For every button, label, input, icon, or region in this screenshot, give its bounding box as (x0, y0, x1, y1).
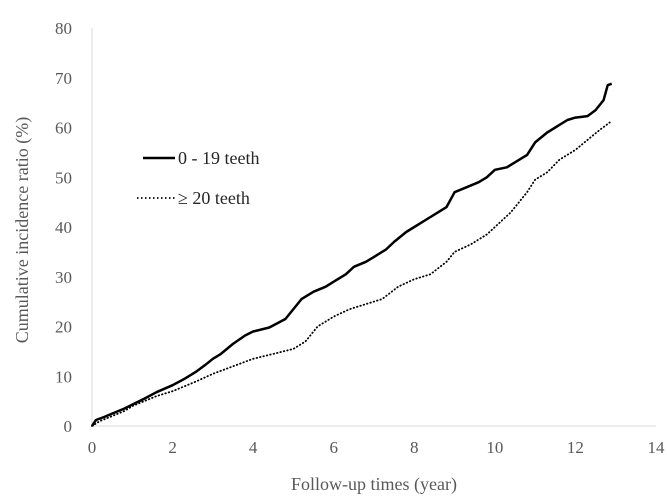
y-tick-label: 20 (55, 318, 72, 337)
legend-label-0-19-teeth: 0 - 19 teeth (178, 148, 259, 168)
x-tick-label: 14 (648, 438, 666, 457)
series-line-20-teeth (91, 121, 611, 427)
x-tick-label: 0 (88, 438, 97, 457)
x-tick-label: 10 (486, 438, 503, 457)
y-tick-label: 10 (55, 367, 72, 386)
y-tick-label: 40 (55, 218, 72, 237)
legend: 0 - 19 teeth ≥ 20 teeth (137, 148, 259, 208)
x-axis-title: Follow-up times (year) (291, 474, 457, 495)
x-tick-label: 2 (168, 438, 177, 457)
y-tick-label: 50 (55, 168, 72, 187)
y-tick-label: 60 (55, 119, 72, 138)
y-tick-label: 80 (55, 19, 72, 38)
x-tick-label: 6 (329, 438, 338, 457)
x-tick-label: 12 (567, 438, 584, 457)
y-tick-labels: 0 10 20 30 40 50 60 70 80 (55, 19, 72, 436)
series-lines (90, 82, 613, 427)
x-tick-labels: 0 2 4 6 8 10 12 14 (88, 438, 665, 457)
series-line-0-19-teeth (90, 82, 613, 427)
y-tick-label: 70 (55, 69, 72, 88)
y-tick-label: 0 (64, 417, 73, 436)
legend-label-20-teeth: ≥ 20 teeth (178, 188, 250, 208)
x-tick-label: 8 (410, 438, 419, 457)
x-tick-label: 4 (249, 438, 258, 457)
y-axis-title: Cumulative incidence ratio (%) (12, 117, 33, 343)
y-tick-label: 30 (55, 268, 72, 287)
